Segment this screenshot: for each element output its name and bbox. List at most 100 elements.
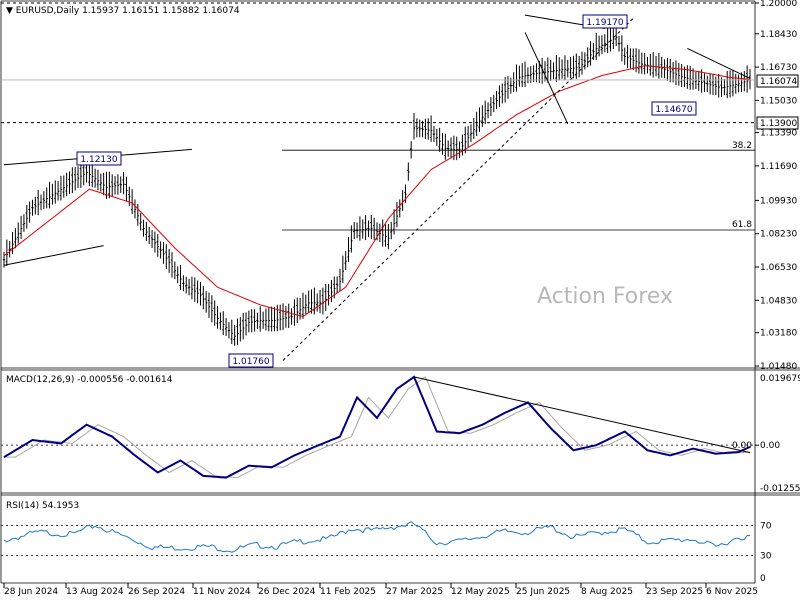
price-bar bbox=[498, 85, 501, 107]
price-bar bbox=[384, 224, 387, 247]
price-bar bbox=[264, 308, 268, 331]
price-bar bbox=[572, 55, 575, 79]
price-bar bbox=[569, 57, 572, 79]
price-bar bbox=[415, 118, 419, 138]
support-label: 1.13900 bbox=[760, 119, 797, 129]
price-bar bbox=[347, 237, 350, 262]
price-bar bbox=[202, 286, 205, 310]
price-bar bbox=[552, 62, 555, 80]
trendline bbox=[524, 32, 569, 125]
price-bar bbox=[612, 26, 615, 50]
time-tick-label: 27 Mar 2025 bbox=[386, 587, 443, 597]
price-bar bbox=[683, 66, 686, 87]
price-bar bbox=[307, 290, 310, 313]
price-bar bbox=[603, 34, 606, 53]
price-tick-label: 1.13390 bbox=[760, 129, 797, 139]
rsi-line bbox=[3, 521, 751, 553]
price-bar bbox=[113, 176, 117, 195]
price-bar bbox=[438, 127, 441, 152]
price-bar bbox=[42, 191, 46, 210]
price-tick-label: 1.16730 bbox=[760, 63, 797, 73]
price-bar bbox=[290, 308, 293, 325]
price-bar bbox=[395, 201, 399, 228]
moving-average-path bbox=[3, 65, 751, 318]
price-bar bbox=[187, 278, 191, 296]
price-bar bbox=[45, 187, 48, 209]
price-bar bbox=[475, 111, 478, 136]
price-bar bbox=[521, 63, 524, 88]
price-bar bbox=[330, 280, 333, 303]
high-label: 1.19170 bbox=[586, 18, 623, 28]
price-bar bbox=[68, 171, 71, 194]
price-axis: 1.20000 1.18430 1.16730 1.15030 1.13390 1.116… bbox=[755, 0, 797, 372]
price-bar bbox=[566, 59, 569, 78]
price-bar bbox=[535, 63, 538, 83]
price-bar bbox=[717, 73, 720, 98]
price-bar bbox=[706, 75, 709, 93]
price-bar bbox=[429, 115, 433, 142]
price-bar bbox=[680, 63, 683, 87]
price-bar bbox=[586, 47, 589, 68]
price-bar bbox=[335, 276, 339, 294]
rsi-tick-label: 70 bbox=[760, 522, 772, 532]
price-bar bbox=[526, 67, 530, 84]
price-bar bbox=[455, 136, 458, 161]
price-bar bbox=[626, 44, 629, 69]
price-bar bbox=[259, 306, 262, 332]
price-bar bbox=[39, 194, 43, 211]
moving-average-line bbox=[3, 65, 751, 318]
price-bar bbox=[461, 134, 464, 156]
trendline bbox=[687, 48, 751, 79]
price-bar bbox=[623, 47, 626, 65]
price-bar bbox=[284, 306, 288, 328]
price-bar bbox=[523, 61, 527, 87]
price-bar bbox=[34, 196, 37, 215]
current-price-label: 1.16074 bbox=[760, 77, 797, 87]
price-bar bbox=[17, 222, 20, 244]
price-bar bbox=[267, 306, 271, 332]
trendline bbox=[282, 17, 634, 361]
price-bar bbox=[296, 297, 299, 324]
price-bar bbox=[501, 83, 504, 104]
price-bar bbox=[204, 291, 208, 313]
macd-signal-line bbox=[4, 376, 751, 479]
price-bar bbox=[694, 72, 698, 90]
price-bar bbox=[241, 313, 245, 340]
price-bar bbox=[128, 186, 131, 206]
macd-header: MACD(12,26,9) -0.000556 -0.001614 bbox=[6, 375, 173, 385]
price-tick-label: 1.01480 bbox=[760, 362, 797, 372]
price-bar bbox=[740, 72, 743, 92]
price-bar bbox=[153, 231, 157, 253]
price-bar bbox=[387, 223, 390, 250]
price-bar bbox=[424, 118, 427, 140]
time-axis: 28 Jun 2024 13 Aug 2024 26 Sep 2024 11 Nov … bbox=[3, 583, 758, 597]
price-bar bbox=[65, 172, 68, 197]
price-bar bbox=[148, 226, 151, 244]
price-bar bbox=[731, 70, 735, 97]
price-bar bbox=[640, 52, 644, 74]
price-bar bbox=[560, 59, 564, 79]
low-label-box: 1.01760 bbox=[228, 353, 274, 368]
fib-382-label: 38.2 bbox=[732, 141, 752, 151]
price-bar bbox=[116, 174, 120, 195]
price-bar bbox=[734, 73, 737, 94]
price-bar bbox=[577, 55, 581, 78]
price-bar bbox=[310, 289, 313, 314]
price-bar bbox=[469, 124, 473, 143]
price-bar bbox=[156, 234, 159, 257]
price-pane bbox=[0, 0, 800, 584]
price-bar bbox=[76, 166, 80, 188]
time-tick-label: 28 Jun 2024 bbox=[4, 587, 58, 597]
price-bar bbox=[190, 276, 194, 300]
price-bar bbox=[304, 294, 308, 315]
macd-zero-label: 0.00 bbox=[732, 441, 752, 451]
price-bar bbox=[233, 324, 236, 346]
price-bar bbox=[703, 73, 706, 93]
price-bar bbox=[236, 318, 239, 345]
price-bar bbox=[313, 287, 316, 315]
price-bar bbox=[19, 215, 23, 239]
time-tick-label: 26 Dec 2024 bbox=[258, 587, 316, 597]
price-bar bbox=[600, 35, 604, 55]
price-bar bbox=[14, 228, 17, 249]
price-bar bbox=[36, 189, 40, 216]
